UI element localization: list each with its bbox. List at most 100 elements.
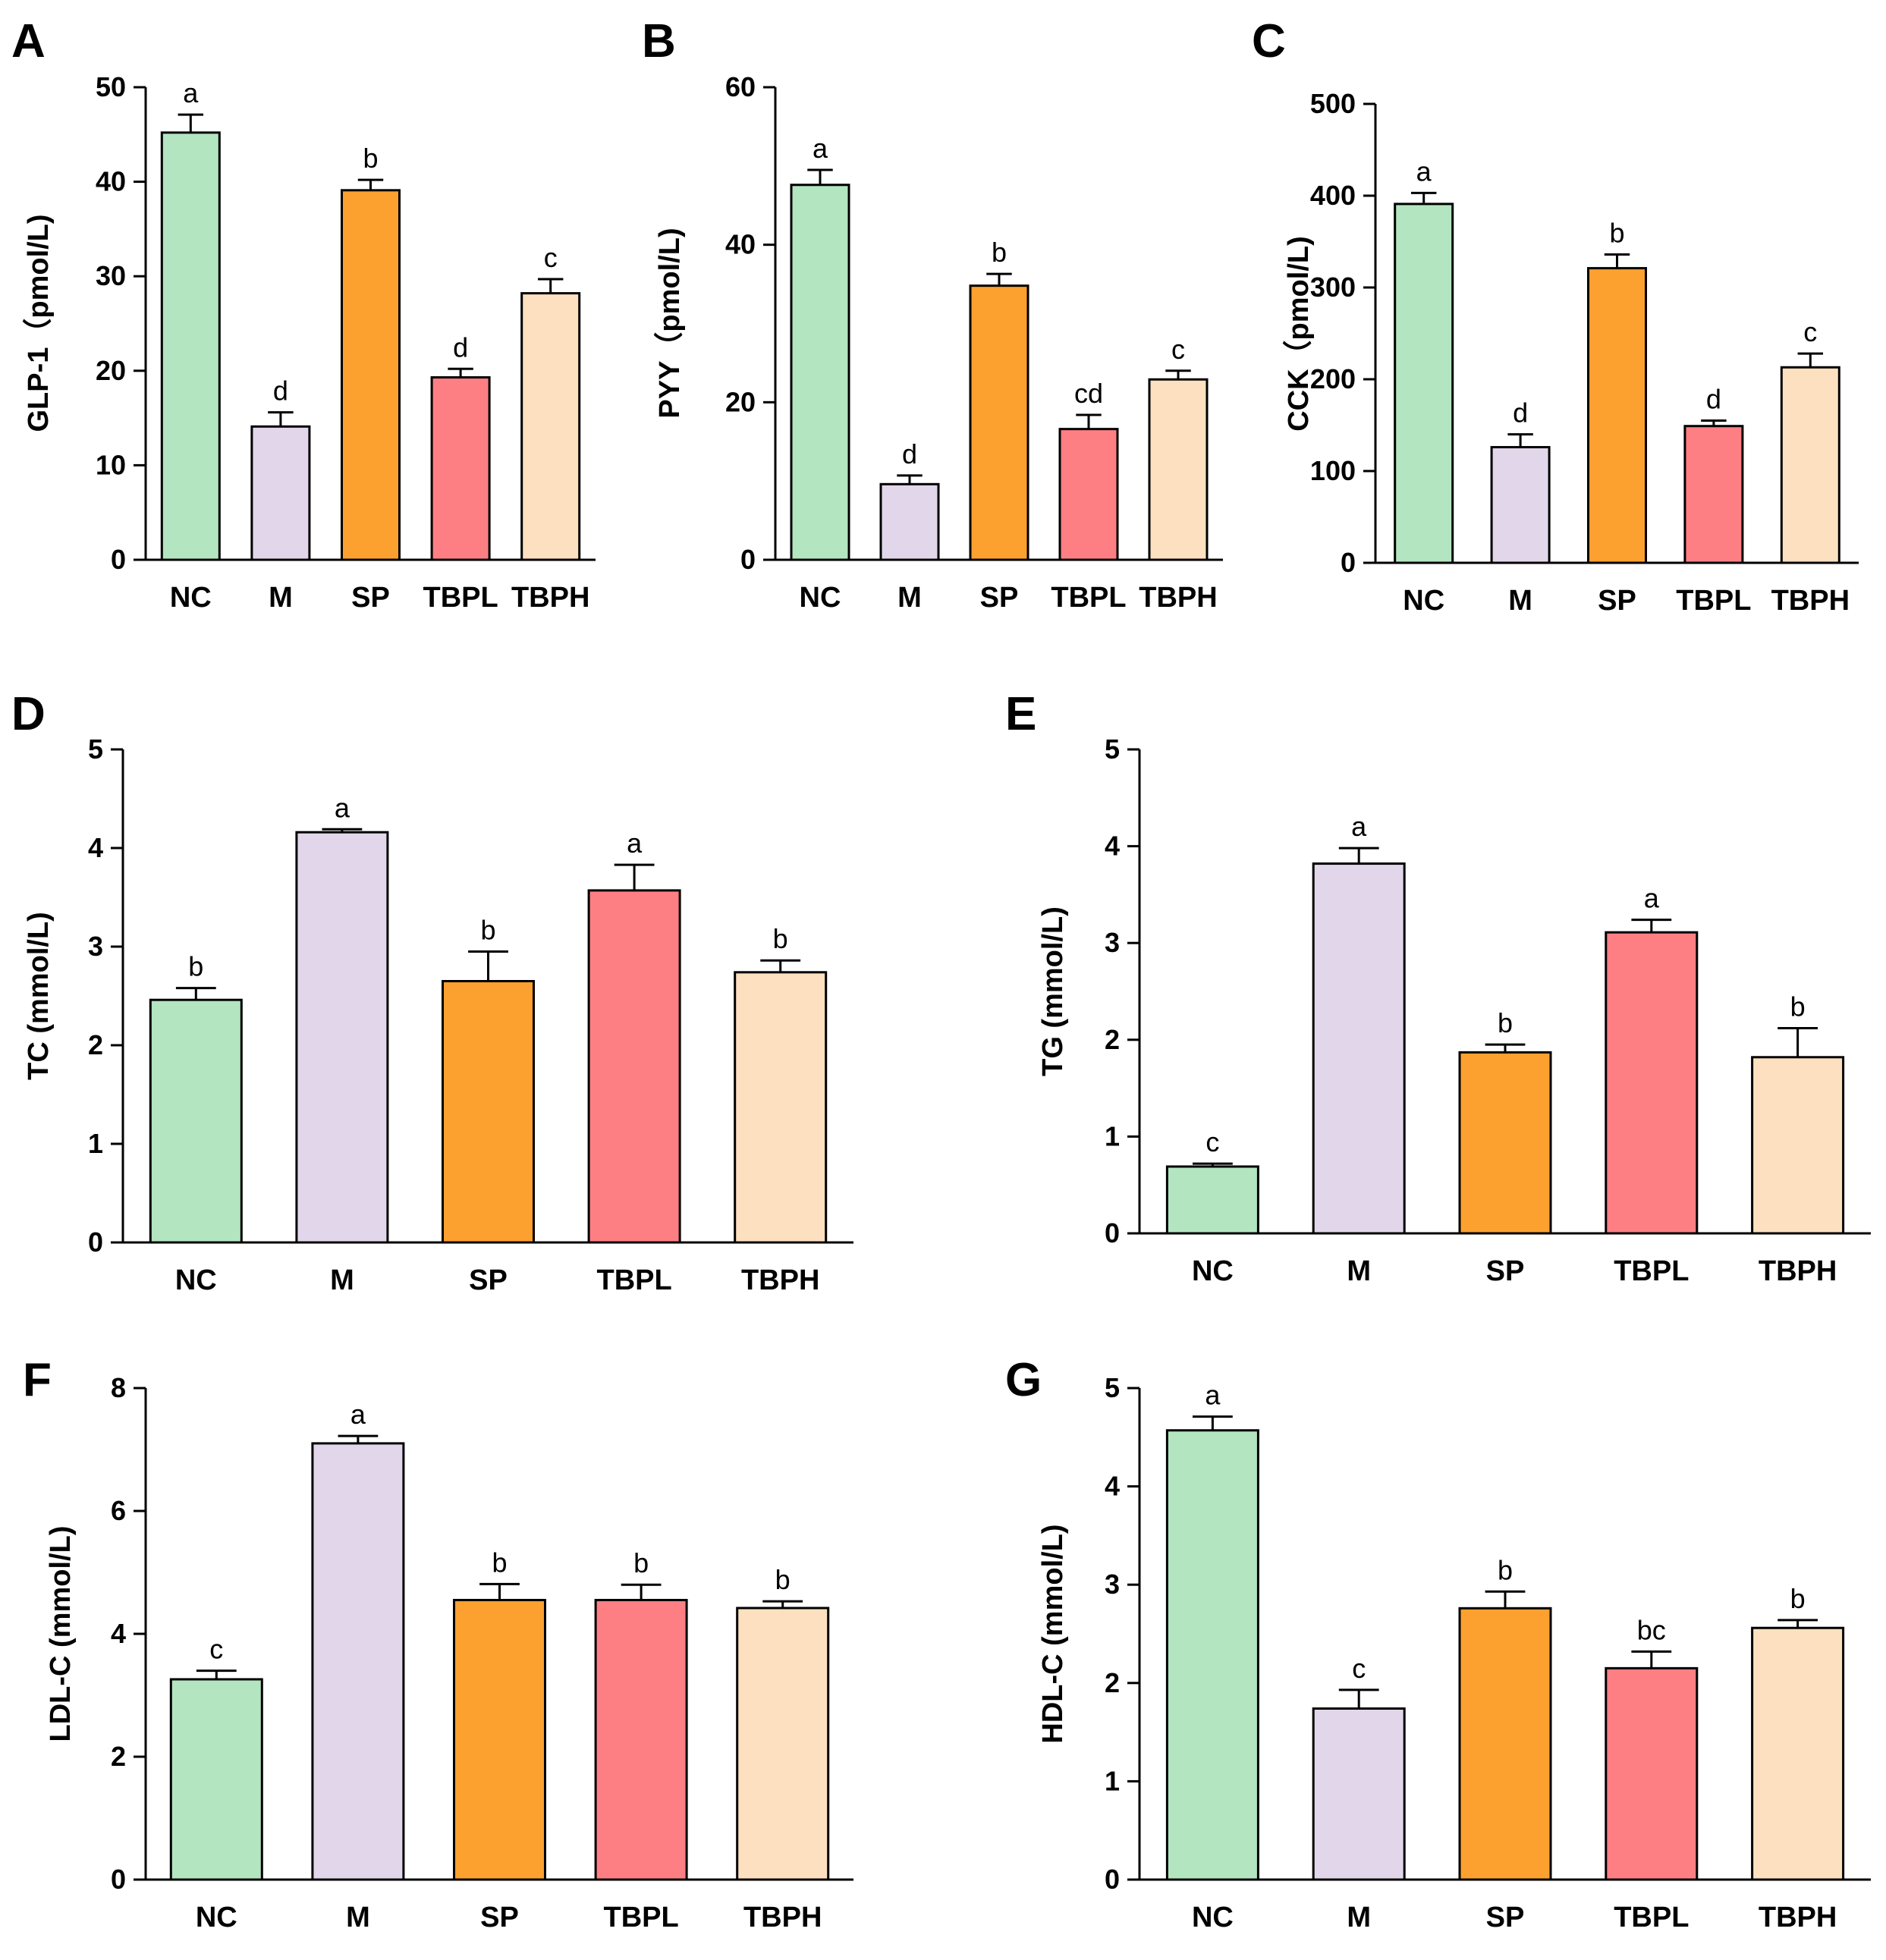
chart-panel-e: E 0 1 2 3 4 5 TG (mmol/L) c NC a Mb SP a TBPL b TBPH bbox=[1005, 688, 1871, 1287]
x-category-label: SP bbox=[351, 582, 390, 614]
y-axis-title: TC (mmol/L) bbox=[23, 912, 55, 1080]
bar-tbph bbox=[520, 292, 581, 561]
bar-tbph bbox=[1780, 366, 1840, 564]
y-tick-label: 60 bbox=[725, 71, 756, 102]
y-tick-label: 50 bbox=[96, 71, 126, 102]
x-category-label: TBPL bbox=[603, 1902, 678, 1933]
y-tick-label: 0 bbox=[740, 544, 756, 575]
bar-tbpl bbox=[1058, 428, 1119, 561]
significance-letter: d bbox=[273, 375, 288, 407]
x-category-label: NC bbox=[196, 1902, 237, 1933]
y-tick-label: 4 bbox=[1105, 1471, 1120, 1502]
bar-m bbox=[1312, 1707, 1406, 1881]
significance-letter: c bbox=[544, 242, 558, 273]
panel-letter: F bbox=[23, 1354, 52, 1406]
significance-letter: a bbox=[1351, 811, 1367, 842]
bar-m bbox=[250, 425, 311, 561]
x-category-label: M bbox=[1508, 585, 1532, 617]
significance-letter: b bbox=[1498, 1554, 1513, 1585]
bar-tbph bbox=[1751, 1626, 1845, 1881]
y-tick-label: 3 bbox=[88, 931, 103, 962]
significance-letter: d bbox=[1513, 397, 1528, 429]
x-category-label: M bbox=[1347, 1902, 1371, 1933]
x-category-label: TBPL bbox=[1051, 582, 1126, 614]
y-tick-label: 0 bbox=[1105, 1864, 1120, 1895]
x-category-label: TBPL bbox=[1614, 1255, 1689, 1287]
y-axis-title: LDL-C (mmol/L) bbox=[45, 1526, 77, 1742]
y-axis-title: PYY（pmol/L) bbox=[654, 228, 686, 418]
significance-letter: d bbox=[902, 438, 917, 470]
x-category-label: TBPL bbox=[423, 582, 498, 614]
bar-nc bbox=[790, 184, 850, 561]
x-category-label: TBPL bbox=[1676, 585, 1751, 617]
significance-letter: cd bbox=[1074, 378, 1103, 409]
x-category-label: NC bbox=[1192, 1255, 1234, 1287]
y-tick-label: 3 bbox=[1105, 1569, 1120, 1600]
panel-letter: D bbox=[11, 688, 46, 740]
y-tick-label: 4 bbox=[1105, 831, 1120, 862]
y-tick-label: 5 bbox=[1105, 1372, 1120, 1403]
y-axis-title: CCK（pmol/L) bbox=[1283, 236, 1315, 432]
y-tick-label: 5 bbox=[1105, 733, 1120, 765]
significance-letter: b bbox=[992, 237, 1007, 268]
y-tick-label: 3 bbox=[1105, 927, 1120, 958]
bar-nc bbox=[160, 131, 221, 561]
bar-sp bbox=[1458, 1607, 1552, 1881]
bar-sp bbox=[1458, 1051, 1552, 1235]
bar-sp bbox=[1587, 267, 1647, 564]
bar-tbpl bbox=[587, 889, 681, 1244]
y-axis-title: TG (mmol/L) bbox=[1037, 906, 1069, 1076]
x-category-label: SP bbox=[980, 582, 1019, 614]
y-tick-label: 0 bbox=[1341, 547, 1356, 578]
panel-letter: G bbox=[1005, 1354, 1042, 1406]
bar-tbph bbox=[736, 1607, 830, 1881]
bar-tbph bbox=[1148, 378, 1209, 561]
y-axis-title: HDL-C (mmol/L) bbox=[1037, 1524, 1069, 1743]
significance-letter: c bbox=[1803, 316, 1817, 347]
significance-letter: a bbox=[813, 133, 828, 164]
y-tick-label: 4 bbox=[88, 832, 103, 863]
significance-letter: a bbox=[1644, 883, 1660, 914]
significance-letter: a bbox=[183, 77, 199, 108]
x-category-label: NC bbox=[170, 582, 212, 614]
significance-letter: c bbox=[1205, 1126, 1219, 1157]
significance-letter: a bbox=[1205, 1380, 1221, 1411]
y-tick-label: 2 bbox=[1105, 1024, 1120, 1055]
x-category-label: TBPH bbox=[1759, 1255, 1837, 1287]
significance-letter: b bbox=[775, 1564, 791, 1595]
significance-letter: d bbox=[453, 331, 468, 363]
x-category-label: TBPH bbox=[1771, 585, 1850, 617]
significance-letter: a bbox=[335, 792, 350, 823]
x-category-label: TBPH bbox=[1759, 1902, 1837, 1933]
significance-letter: b bbox=[492, 1547, 507, 1578]
x-category-label: M bbox=[269, 582, 293, 614]
x-category-label: TBPH bbox=[1139, 582, 1217, 614]
significance-letter: c bbox=[1352, 1653, 1366, 1684]
y-tick-label: 0 bbox=[111, 1864, 126, 1895]
x-category-label: NC bbox=[1192, 1902, 1234, 1933]
significance-letter: b bbox=[1790, 1583, 1806, 1614]
y-tick-label: 500 bbox=[1310, 88, 1356, 119]
x-category-label: SP bbox=[1486, 1902, 1525, 1933]
bar-m bbox=[1490, 446, 1551, 564]
significance-letter: b bbox=[1609, 217, 1624, 248]
y-tick-label: 10 bbox=[96, 449, 126, 480]
x-category-label: M bbox=[346, 1902, 370, 1933]
significance-letter: c bbox=[1171, 334, 1185, 365]
bar-tbph bbox=[734, 971, 828, 1244]
bar-tbpl bbox=[430, 376, 491, 561]
bar-tbpl bbox=[1683, 425, 1744, 564]
y-tick-label: 8 bbox=[111, 1372, 126, 1403]
x-category-label: NC bbox=[800, 582, 841, 614]
bar-tbph bbox=[1751, 1056, 1845, 1235]
significance-letter: a bbox=[350, 1399, 366, 1430]
chart-panel-f: F 0 2 4 6 8 LDL-C (mmol/L) c NC a Mb SP b TBPL b TBPH bbox=[23, 1354, 853, 1933]
bar-tbpl bbox=[1605, 931, 1699, 1235]
panel-letter: A bbox=[11, 15, 46, 68]
bar-nc bbox=[149, 998, 243, 1244]
y-tick-label: 1 bbox=[88, 1128, 103, 1159]
y-tick-label: 20 bbox=[725, 386, 756, 417]
significance-letter: b bbox=[188, 951, 203, 982]
y-tick-label: 4 bbox=[111, 1618, 126, 1649]
